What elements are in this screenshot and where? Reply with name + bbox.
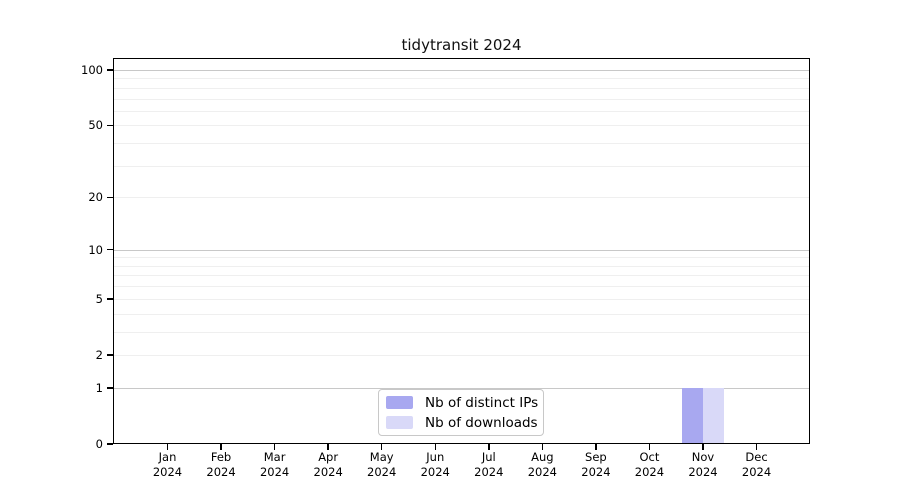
y-axis-tick-mark — [106, 443, 113, 445]
y-gridline-minor — [113, 313, 810, 315]
y-gridline-minor — [113, 298, 810, 300]
legend-item: Nb of downloads — [386, 415, 543, 431]
x-tick-year: 2024 — [474, 465, 504, 479]
plot-area — [113, 58, 810, 444]
x-axis-tick-mark — [327, 444, 329, 450]
y-axis-tick-label: 20 — [88, 190, 103, 205]
x-axis-tick-mark — [702, 444, 704, 450]
x-tick-year: 2024 — [152, 465, 183, 479]
bar-nb-of-downloads-nov-2024 — [703, 387, 725, 444]
y-axis-tick-label: 10 — [88, 242, 103, 257]
x-tick-year: 2024 — [420, 465, 450, 479]
y-axis-tick-mark — [106, 354, 113, 356]
x-tick-month: Jun — [426, 450, 445, 464]
y-gridline-major — [113, 387, 810, 389]
x-tick-year: 2024 — [313, 465, 343, 479]
x-axis-tick-label: Jul 2024 — [459, 450, 519, 480]
legend-item: Nb of distinct IPs — [386, 395, 543, 411]
x-axis-tick-mark — [755, 444, 758, 450]
x-tick-month: Jul — [481, 450, 496, 464]
x-axis-tick-label: Aug 2024 — [512, 450, 572, 480]
y-axis-tick-mark — [106, 248, 113, 251]
y-gridline-minor — [113, 143, 810, 145]
y-axis-tick-label: 5 — [95, 291, 103, 306]
x-axis-tick-label: Apr 2024 — [298, 450, 358, 480]
x-tick-month: Jan — [158, 450, 177, 464]
y-axis-tick-label: 50 — [88, 118, 103, 133]
y-gridline-minor — [113, 98, 810, 100]
legend: Nb of distinct IPs Nb of downloads — [378, 389, 544, 436]
x-axis-tick-label: Oct 2024 — [619, 450, 679, 480]
x-axis-tick-mark — [273, 444, 276, 450]
x-axis-tick-label: Nov 2024 — [673, 450, 733, 480]
x-axis-tick-mark — [166, 444, 169, 450]
x-axis-tick-mark — [380, 444, 383, 450]
x-axis-tick-label: Sep 2024 — [566, 450, 626, 480]
y-gridline-minor — [113, 78, 810, 80]
y-axis-tick-label: 2 — [95, 347, 103, 362]
y-axis-tick-mark — [106, 196, 113, 199]
x-axis-tick-label: Jan 2024 — [138, 450, 198, 480]
x-axis-tick-mark — [595, 444, 597, 450]
y-gridline-minor — [113, 197, 810, 199]
x-tick-year: 2024 — [634, 465, 665, 479]
x-axis-tick-label: Jun 2024 — [405, 450, 465, 480]
y-axis-tick-mark — [106, 124, 113, 127]
y-gridline-minor — [113, 125, 810, 127]
y-gridline-minor — [113, 165, 810, 167]
legend-label: Nb of downloads — [425, 414, 538, 431]
chart-title: tidytransit 2024 — [401, 36, 522, 54]
y-axis-tick-label: 1 — [95, 380, 103, 395]
x-tick-year: 2024 — [581, 465, 611, 479]
y-gridline-minor — [113, 354, 810, 356]
x-tick-month: Aug — [531, 450, 554, 464]
x-tick-month: Mar — [263, 450, 286, 464]
x-axis-tick-mark — [434, 444, 436, 450]
x-axis-tick-label: May 2024 — [352, 450, 412, 480]
x-tick-month: Sep — [585, 450, 607, 464]
y-axis-tick-mark — [106, 387, 113, 389]
legend-swatch-downloads — [386, 416, 413, 429]
x-axis-tick-label: Feb 2024 — [191, 450, 251, 480]
y-gridline-minor — [113, 265, 810, 267]
y-gridline-minor — [113, 286, 810, 288]
x-tick-year: 2024 — [367, 465, 397, 479]
y-gridline-minor — [113, 87, 810, 89]
x-tick-month: Feb — [210, 450, 232, 464]
y-gridline-major — [113, 69, 810, 72]
x-tick-month: Apr — [318, 450, 339, 464]
y-gridline-minor — [113, 331, 810, 333]
x-tick-month: May — [369, 450, 394, 464]
y-axis-tick-label: 0 — [95, 437, 103, 451]
x-axis-tick-mark — [220, 444, 222, 450]
x-tick-month: Nov — [691, 450, 715, 464]
x-tick-year: 2024 — [206, 465, 236, 479]
legend-label: Nb of distinct IPs — [425, 394, 539, 411]
x-tick-year: 2024 — [259, 465, 290, 479]
x-axis-tick-mark — [648, 444, 651, 450]
x-tick-year: 2024 — [688, 465, 718, 479]
y-gridline-minor — [113, 257, 810, 259]
x-axis-tick-mark — [541, 444, 544, 450]
y-axis-tick-mark — [106, 69, 113, 71]
bar-nb-of-distinct-ips-nov-2024 — [681, 387, 703, 444]
y-axis-tick-mark — [106, 298, 113, 300]
y-gridline-minor — [113, 275, 810, 277]
x-tick-year: 2024 — [527, 465, 557, 479]
x-axis-tick-label: Dec 2024 — [727, 450, 787, 480]
x-tick-year: 2024 — [741, 465, 772, 479]
y-gridline-major — [113, 249, 810, 251]
x-axis-tick-label: Mar 2024 — [245, 450, 305, 480]
legend-swatch-distinct-ips — [386, 396, 413, 409]
y-gridline-minor — [113, 110, 810, 112]
y-axis-tick-label: 100 — [81, 62, 103, 77]
x-tick-month: Oct — [639, 450, 660, 464]
x-axis-tick-mark — [488, 444, 490, 450]
x-tick-month: Dec — [745, 450, 768, 464]
